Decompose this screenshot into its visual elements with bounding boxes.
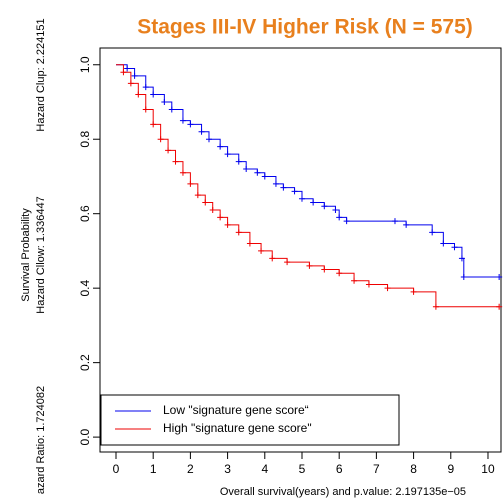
x-axis-label: Overall survival(years) and p.value: 2.1… — [220, 486, 466, 498]
censor-mark — [440, 240, 447, 247]
x-tick-label: 3 — [224, 462, 231, 476]
censor-mark — [336, 270, 343, 277]
censor-mark — [135, 91, 142, 98]
x-tick-label: 0 — [113, 462, 120, 476]
censor-mark — [187, 180, 194, 187]
censor-mark — [142, 106, 149, 113]
x-tick-label: 5 — [299, 462, 306, 476]
censor-mark — [298, 195, 305, 202]
censor-mark — [258, 247, 265, 254]
y-tick-label: 0.8 — [78, 131, 92, 148]
censor-mark — [246, 240, 253, 247]
censor-mark — [179, 117, 186, 124]
censor-mark — [429, 229, 436, 236]
annotation: Hazard Cllow: 1.336447 — [35, 196, 47, 313]
survival-curve — [115, 64, 500, 308]
legend-label: Low "signature gene score“ — [163, 403, 309, 417]
x-tick-label: 10 — [481, 462, 495, 476]
censor-mark — [187, 121, 194, 128]
censor-mark — [168, 106, 175, 113]
x-tick-label: 9 — [447, 462, 454, 476]
censor-mark — [243, 166, 250, 173]
censor-mark — [224, 151, 231, 158]
censor-mark — [410, 288, 417, 295]
censor-mark — [217, 214, 224, 221]
censor-mark — [269, 255, 276, 262]
censor-mark — [217, 143, 224, 150]
censor-mark — [142, 84, 149, 91]
censor-mark — [496, 303, 503, 310]
censor-mark — [460, 273, 467, 280]
chart-title: Stages III-IV Higher Risk (N = 575) — [137, 16, 473, 39]
censor-mark — [310, 199, 317, 206]
censor-mark — [336, 214, 343, 221]
censor-mark — [321, 203, 328, 210]
censor-mark — [272, 180, 279, 187]
censor-mark — [306, 262, 313, 269]
y-tick-label: 0.0 — [78, 428, 92, 445]
censor-mark — [235, 158, 242, 165]
plot-frame — [99, 47, 502, 453]
censor-mark — [351, 277, 358, 284]
y-tick-label: 0.2 — [78, 354, 92, 371]
censor-mark — [161, 98, 168, 105]
censor-mark — [120, 69, 127, 76]
x-tick-label: 4 — [261, 462, 268, 476]
censor-mark — [124, 65, 131, 72]
censor-mark — [403, 221, 410, 228]
legend-label: High "signature gene score" — [163, 421, 312, 435]
censor-mark — [280, 184, 287, 191]
censor-mark — [194, 192, 201, 199]
x-tick-label: 2 — [187, 462, 194, 476]
censor-mark — [365, 281, 372, 288]
y-tick-label: 0.6 — [78, 205, 92, 222]
censor-mark — [224, 221, 231, 228]
survival-curve — [115, 64, 500, 278]
y-axis-label: Survival Probability — [20, 208, 32, 302]
annotation: Hazard Clup: 2.224151 — [35, 18, 47, 131]
censor-mark — [384, 285, 391, 292]
censor-mark — [458, 255, 465, 262]
censor-mark — [205, 136, 212, 143]
censor-mark — [451, 244, 458, 251]
censor-mark — [343, 218, 350, 225]
censor-mark — [150, 121, 157, 128]
censor-mark — [284, 259, 291, 266]
x-tick-label: 8 — [410, 462, 417, 476]
censor-mark — [261, 173, 268, 180]
censor-mark — [391, 218, 398, 225]
censor-mark — [291, 188, 298, 195]
censor-mark — [432, 303, 439, 310]
censor-mark — [127, 80, 134, 87]
legend-box — [100, 394, 400, 446]
censor-mark — [131, 72, 138, 79]
censor-mark — [209, 206, 216, 213]
censor-mark — [172, 158, 179, 165]
x-tick-label: 6 — [336, 462, 343, 476]
x-tick-label: 1 — [150, 462, 157, 476]
annotation: azard Ratio: 1.724082 — [35, 386, 47, 494]
censor-mark — [179, 169, 186, 176]
censor-mark — [157, 136, 164, 143]
censor-mark — [496, 273, 503, 280]
censor-mark — [150, 91, 157, 98]
x-tick-label: 7 — [373, 462, 380, 476]
censor-mark — [254, 169, 261, 176]
y-tick-label: 0.4 — [78, 280, 92, 297]
censor-mark — [235, 229, 242, 236]
censor-mark — [332, 206, 339, 213]
censor-mark — [321, 266, 328, 273]
censor-mark — [198, 128, 205, 135]
censor-mark — [165, 147, 172, 154]
y-tick-label: 1.0 — [78, 56, 92, 73]
censor-mark — [202, 199, 209, 206]
